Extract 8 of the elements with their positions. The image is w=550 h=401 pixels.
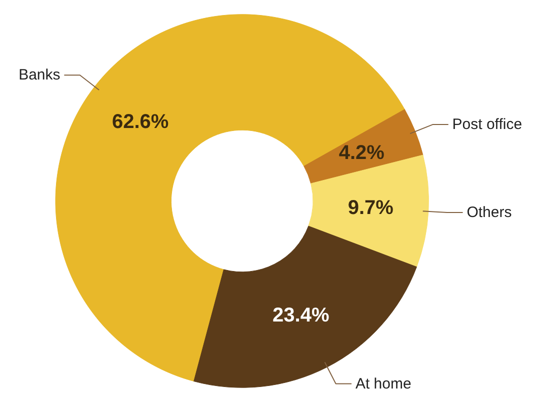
slice-label: Post office — [452, 116, 522, 134]
data-label: 62.6% — [112, 111, 169, 134]
slice-label: Banks — [18, 66, 60, 84]
slice-label: At home — [355, 375, 412, 392]
data-label: 4.2% — [338, 142, 385, 164]
data-label: 9.7% — [348, 197, 394, 220]
slice-label: Others — [466, 204, 512, 221]
data-label: 23.4% — [272, 304, 330, 327]
